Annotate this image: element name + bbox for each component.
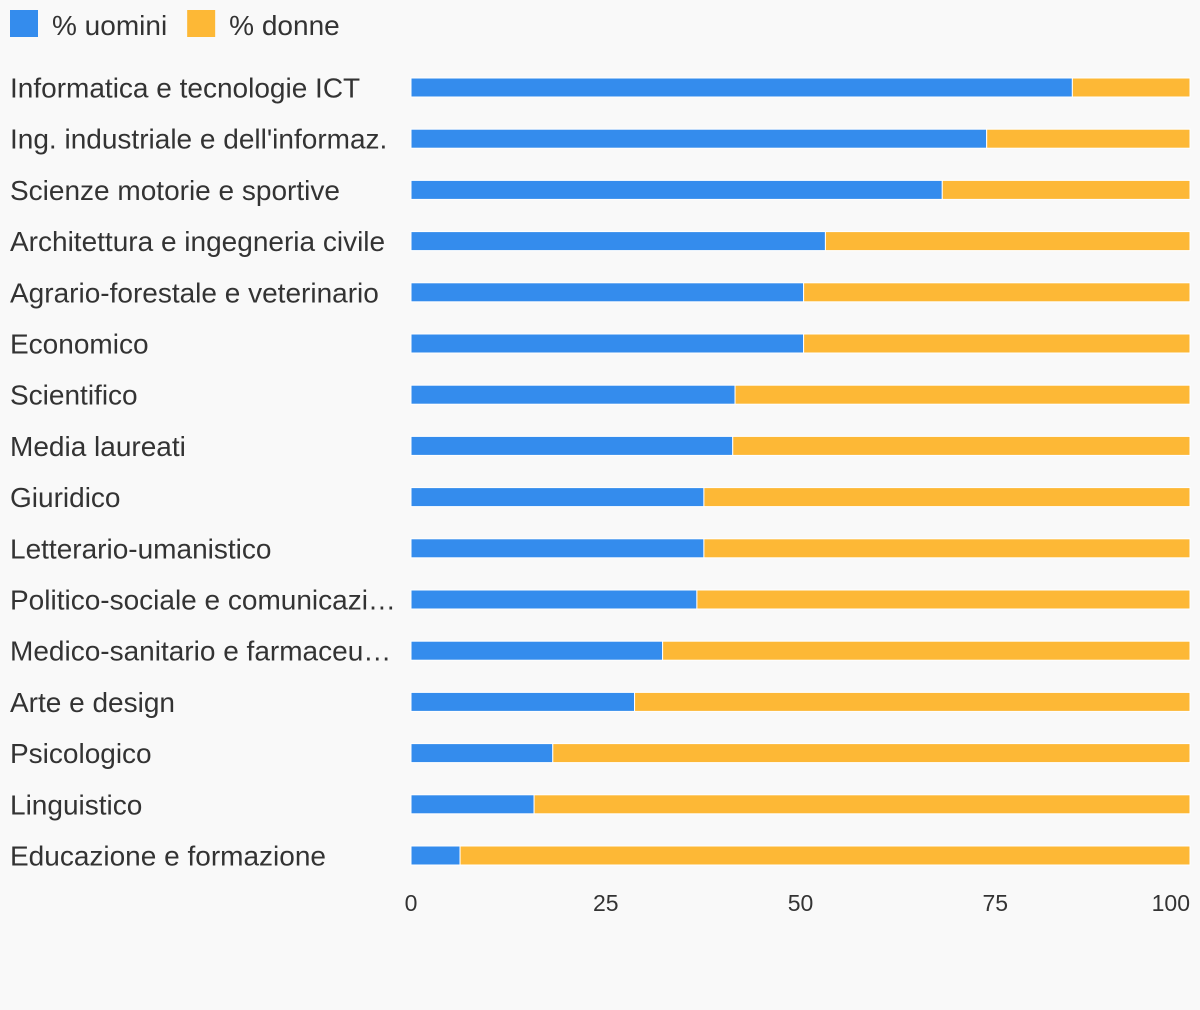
bar-segment-uomini xyxy=(410,179,943,200)
bar-segment-donne xyxy=(803,282,1191,303)
bar-segment-donne xyxy=(634,691,1191,712)
category-label: Scientifico xyxy=(10,380,138,411)
category-label: Linguistico xyxy=(10,789,142,820)
bar-segment-donne xyxy=(552,743,1191,764)
category-label: Psicologico xyxy=(10,738,152,769)
category-label: Giuridico xyxy=(10,482,120,513)
bar-segment-donne xyxy=(734,384,1191,405)
category-label: Ing. industriale e dell'informaz. xyxy=(10,124,387,155)
bar-segment-uomini xyxy=(410,538,705,559)
bar-segment-uomini xyxy=(410,435,734,456)
x-tick-label: 75 xyxy=(982,890,1008,916)
category-labels: Informatica e tecnologie ICT Ing. industr… xyxy=(10,73,396,872)
category-label: Informatica e tecnologie ICT xyxy=(10,73,360,104)
bar-segment-donne xyxy=(1071,77,1191,98)
bar-segment-donne xyxy=(459,845,1191,866)
x-axis-ticks: 0 25 50 75 100 xyxy=(405,890,1190,916)
bar-segment-uomini xyxy=(410,282,805,303)
bar-segment-uomini xyxy=(410,128,988,149)
bar-segment-uomini xyxy=(410,691,636,712)
bar-segment-donne xyxy=(696,589,1191,610)
bar-segment-uomini xyxy=(410,333,805,354)
legend-label-0: % uomini xyxy=(52,10,167,41)
bar-segment-donne xyxy=(941,179,1191,200)
bar-segment-uomini xyxy=(410,487,705,508)
x-tick-label: 25 xyxy=(593,890,619,916)
category-label: Educazione e formazione xyxy=(10,841,326,872)
bar-segment-uomini xyxy=(410,384,736,405)
bar-segment-donne xyxy=(703,538,1191,559)
category-label: Architettura e ingegneria civile xyxy=(10,226,385,257)
category-label: Scienze motorie e sportive xyxy=(10,175,340,206)
bar-segment-uomini xyxy=(410,743,554,764)
bar-segment-donne xyxy=(732,435,1191,456)
legend-label-1: % donne xyxy=(229,10,340,41)
bar-segment-uomini xyxy=(410,77,1073,98)
x-tick-label: 100 xyxy=(1152,890,1190,916)
category-label: Letterario-umanistico xyxy=(10,533,271,564)
category-label: Politico-sociale e comunicazi… xyxy=(10,585,396,616)
bar-segment-donne xyxy=(986,128,1191,149)
bar-segment-donne xyxy=(533,794,1191,815)
bar-segment-donne xyxy=(703,487,1191,508)
chart-legend: % uomini % donne xyxy=(10,10,340,41)
x-tick-label: 0 xyxy=(405,890,418,916)
x-tick-label: 50 xyxy=(788,890,814,916)
bar-segment-uomini xyxy=(410,845,461,866)
bar-segment-uomini xyxy=(410,794,535,815)
bar-segment-donne xyxy=(803,333,1191,354)
bar-segment-uomini xyxy=(410,589,698,610)
bar-segment-uomini xyxy=(410,231,826,252)
legend-swatch-0 xyxy=(10,10,38,37)
bar-segment-donne xyxy=(824,231,1191,252)
legend-swatch-1 xyxy=(187,10,216,37)
bar-segment-donne xyxy=(662,640,1191,661)
category-label: Agrario-forestale e veterinario xyxy=(10,277,379,308)
category-label: Media laureati xyxy=(10,431,186,462)
bar-segment-uomini xyxy=(410,640,664,661)
category-label: Economico xyxy=(10,329,149,360)
category-label: Medico-sanitario e farmaceu… xyxy=(10,636,391,667)
category-label: Arte e design xyxy=(10,687,175,718)
bars xyxy=(410,77,1191,866)
